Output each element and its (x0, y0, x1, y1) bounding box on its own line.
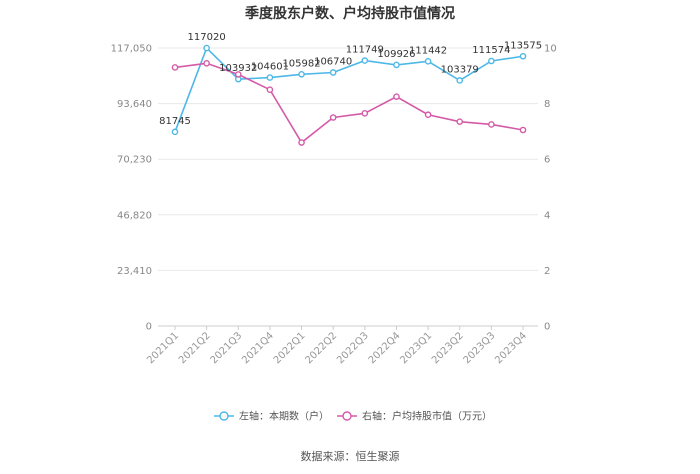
data-label: 104601 (251, 62, 289, 73)
right-tick-label: 10 (544, 44, 557, 55)
data-point (203, 59, 210, 67)
source-note: 数据来源：恒生聚源 (301, 449, 400, 463)
data-point (456, 118, 464, 125)
data-label: 111442 (409, 45, 447, 56)
right-tick-label: 6 (544, 155, 550, 166)
series-line-1 (174, 46, 524, 133)
left-tick-label: 93,640 (117, 99, 152, 110)
right-tick-label: 4 (544, 210, 550, 221)
data-label: 106740 (314, 56, 352, 67)
x-tick-label: 2021Q3 (209, 330, 245, 366)
legend-label: 右轴：户均持股市值（万元） (362, 410, 492, 423)
data-point (488, 121, 495, 128)
chart-title: 季度股东户数、户均持股市值情况 (244, 5, 455, 22)
left-tick-label: 0 (146, 322, 152, 333)
left-tick-label: 23,410 (117, 266, 152, 277)
x-tick-label: 2022Q2 (303, 330, 339, 366)
right-tick-label: 0 (544, 322, 550, 333)
x-tick-label: 2021Q2 (177, 330, 213, 366)
right-tick-label: 2 (544, 266, 550, 277)
data-point (171, 64, 179, 71)
series-line-2 (174, 62, 524, 144)
x-tick-label: 2022Q4 (367, 330, 403, 366)
data-point (266, 74, 274, 81)
data-label: 103379 (441, 64, 479, 75)
data-point (203, 44, 210, 52)
data-label: 117020 (188, 32, 226, 43)
x-tick-label: 2023Q1 (398, 330, 434, 366)
data-point (361, 57, 369, 64)
x-tick-label: 2023Q2 (430, 330, 466, 366)
data-label: 113575 (504, 40, 542, 51)
data-point (519, 126, 527, 134)
data-point (393, 61, 400, 69)
data-point (488, 57, 495, 65)
x-tick-label: 2022Q3 (335, 330, 371, 366)
x-tick-label: 2021Q1 (145, 330, 181, 366)
grid (158, 47, 538, 327)
x-tick-label: 2022Q1 (272, 330, 308, 366)
data-point (424, 58, 432, 65)
x-tick-label: 2021Q4 (240, 330, 276, 366)
data-point (234, 71, 242, 78)
data-point (171, 128, 179, 136)
data-point (298, 70, 305, 78)
data-point (456, 77, 464, 84)
data-label: 105982 (282, 58, 320, 69)
data-point (329, 114, 337, 121)
data-point (393, 93, 400, 100)
x-tick-label: 2023Q3 (462, 330, 498, 366)
data-label: 111749 (346, 45, 384, 56)
data-point (266, 86, 274, 93)
legend: 左轴：本期数（户） 右轴：户均持股市值（万元） (214, 410, 492, 423)
data-label: 103932 (219, 63, 257, 74)
left-tick-label: 70,230 (117, 155, 152, 166)
left-tick-label: 117,050 (111, 44, 152, 55)
data-point (424, 111, 432, 119)
data-label: 81745 (159, 116, 191, 127)
data-label: 109926 (377, 49, 415, 60)
left-tick-label: 46,820 (117, 210, 152, 221)
axes: 0 23,410 46,820 70,230 93,640 117,050 0 2 4 6 8 10 2… (111, 44, 557, 367)
legend-marker (219, 411, 229, 421)
data-point (298, 139, 305, 146)
x-tick-label: 2023Q4 (493, 330, 529, 366)
data-labels: 81745 117020 10393210460110598210674011174… (159, 32, 542, 127)
right-tick-label: 8 (544, 99, 550, 110)
legend-marker (342, 411, 352, 421)
data-point (519, 52, 527, 60)
data-point (329, 69, 337, 76)
series (171, 44, 527, 146)
legend-label: 左轴：本期数（户） (239, 410, 329, 423)
data-point (361, 110, 369, 117)
data-label: 111574 (472, 45, 510, 56)
